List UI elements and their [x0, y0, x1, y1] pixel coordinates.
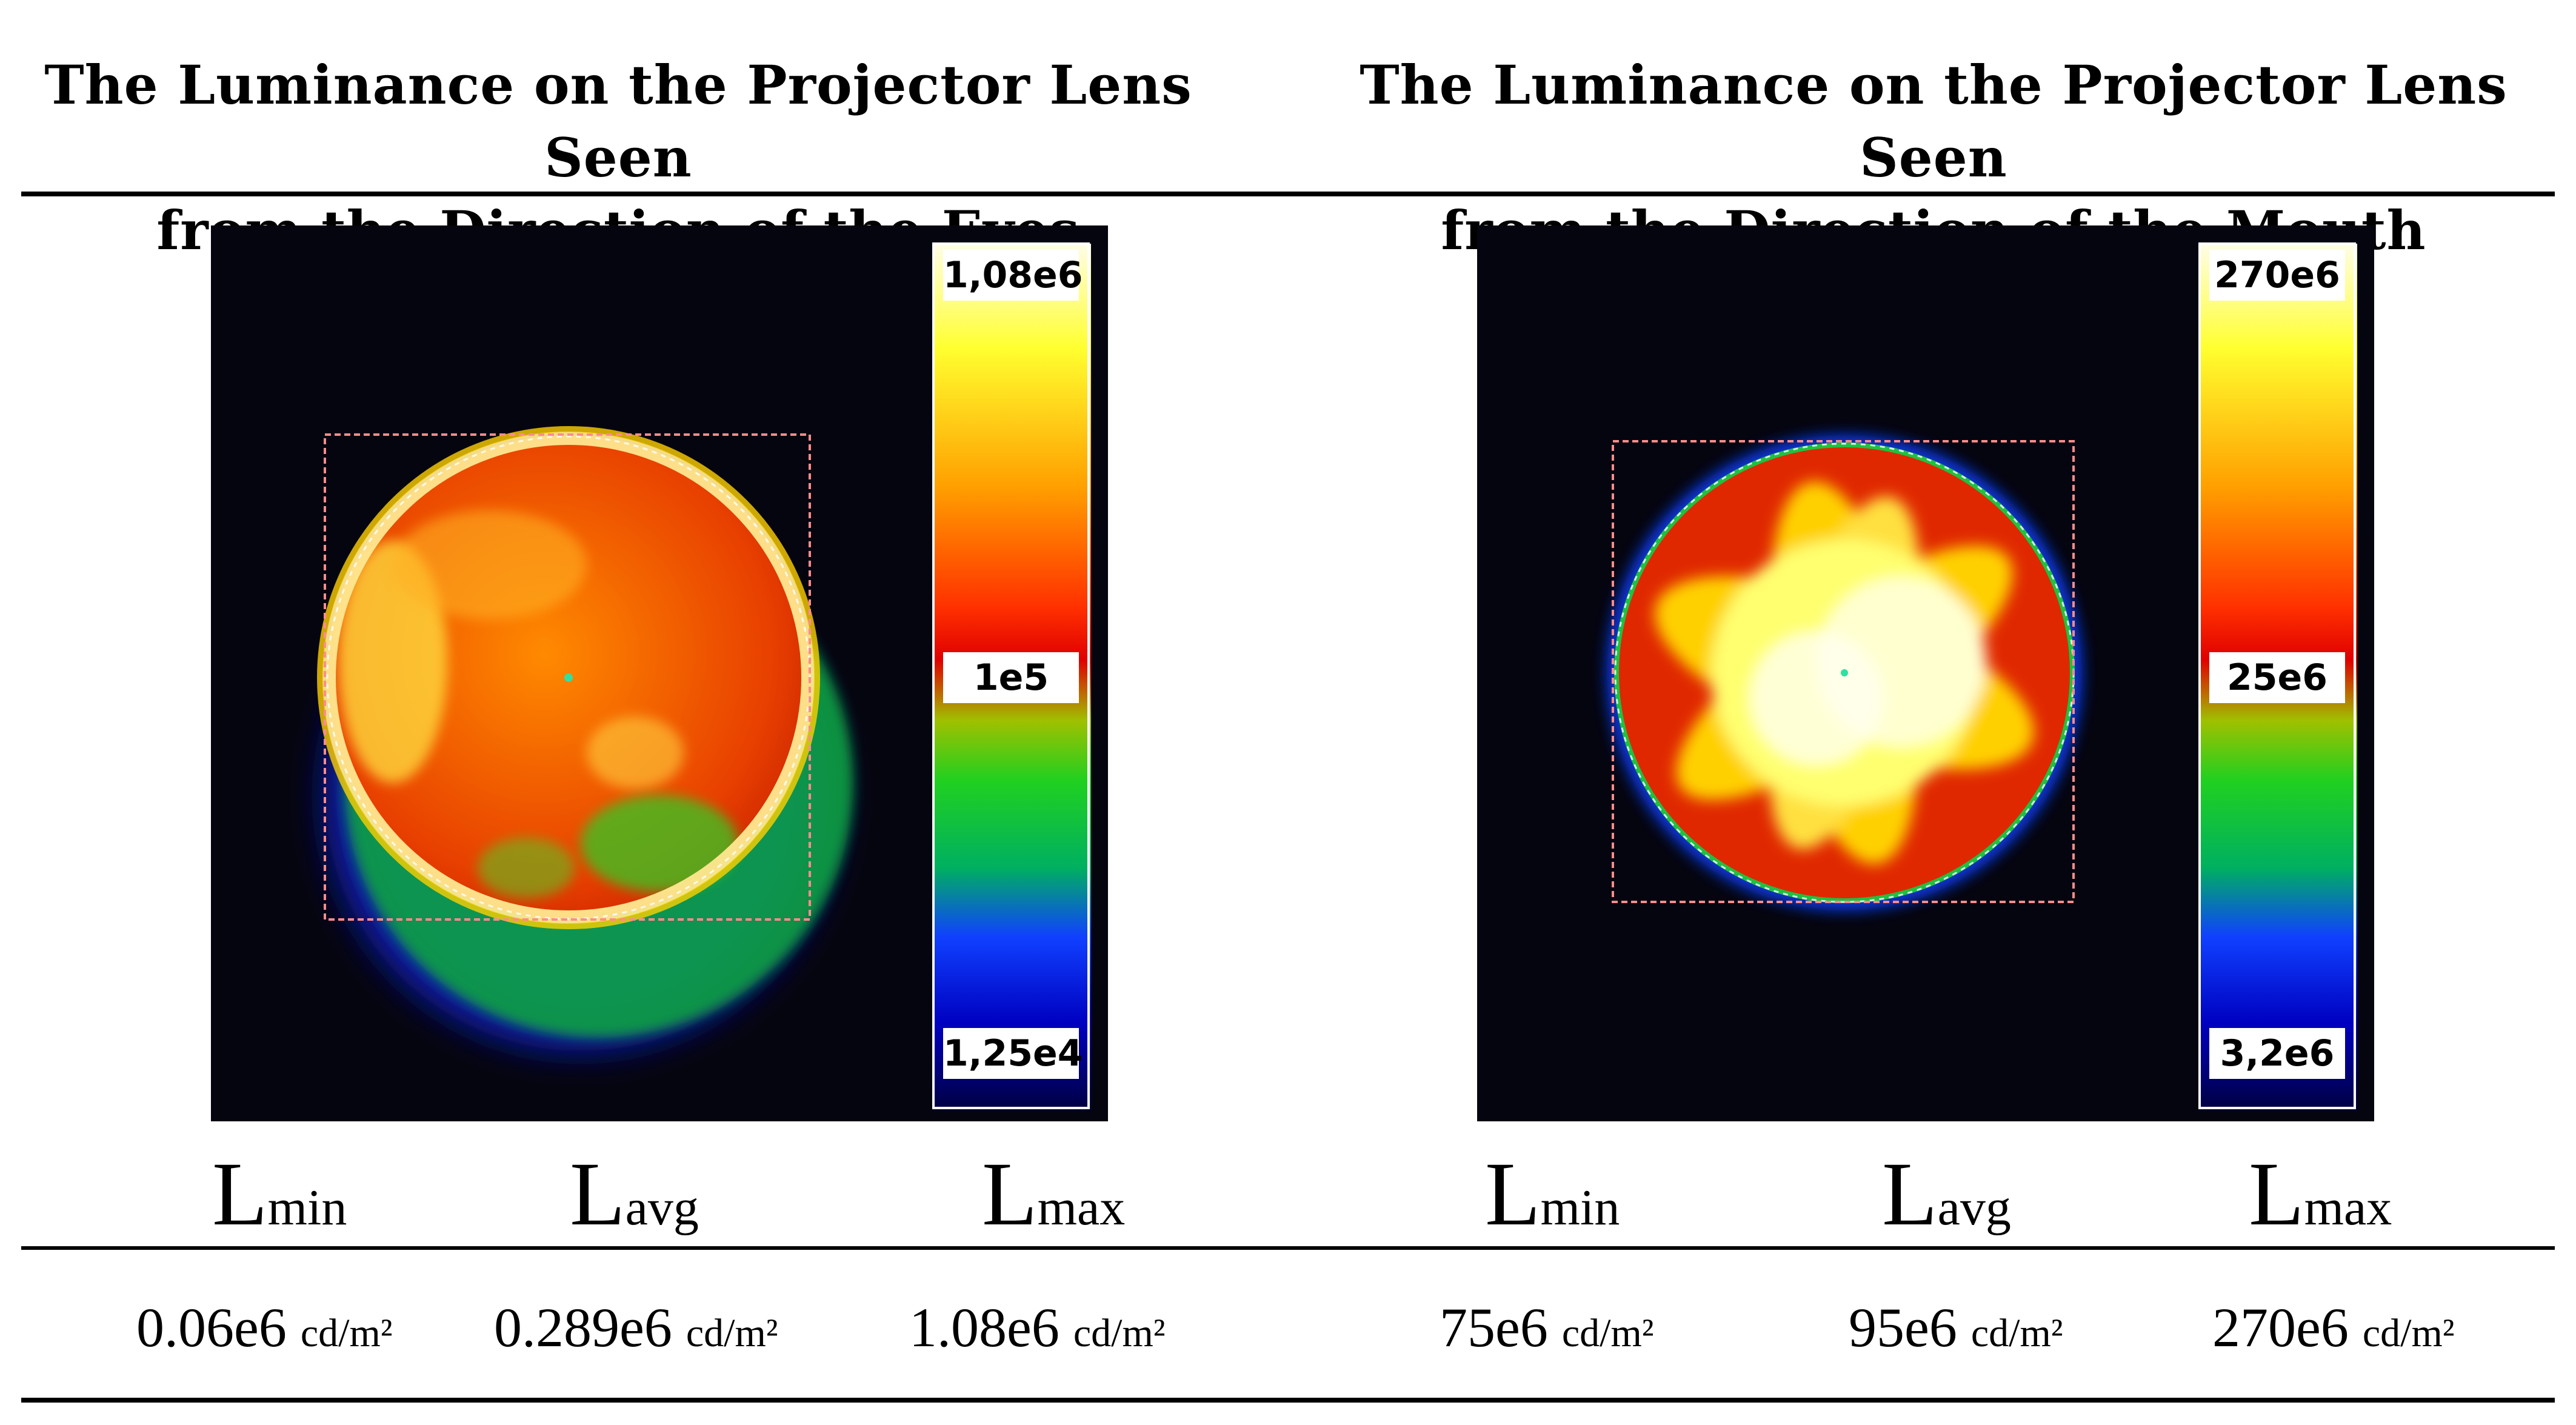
- left-lmin-value: 0.06e6 cd/m²: [136, 1297, 393, 1358]
- right-scale-max: 270e6: [2209, 250, 2345, 301]
- right-luminance-image: 270e6 25e6 3,2e6: [1477, 225, 2374, 1121]
- left-lmax-header: Lmax: [982, 1144, 1126, 1244]
- bottom-rule: [21, 1398, 2555, 1403]
- left-lavg-value: 0.289e6 cd/m²: [494, 1297, 778, 1358]
- left-color-scale: 1,08e6 1e5 1,25e4: [932, 242, 1090, 1109]
- right-lavg-header: Lavg: [1882, 1144, 2011, 1244]
- right-lmax-header: Lmax: [2249, 1144, 2392, 1244]
- left-lmin-header: Lmin: [212, 1144, 347, 1244]
- left-scale-max: 1,08e6: [943, 250, 1083, 301]
- right-color-scale: 270e6 25e6 3,2e6: [2198, 242, 2356, 1109]
- top-rule: [21, 192, 2555, 196]
- left-scale-min: 1,25e4: [943, 1028, 1083, 1079]
- right-title-line1: The Luminance on the Projector Lens Seen: [1360, 53, 2508, 189]
- left-luminance-image: 1,08e6 1e5 1,25e4: [211, 225, 1108, 1121]
- left-title-line1: The Luminance on the Projector Lens Seen: [44, 53, 1192, 189]
- right-scale-min: 3,2e6: [2209, 1028, 2345, 1079]
- middle-rule: [21, 1246, 2555, 1250]
- right-lavg-value: 95e6 cd/m²: [1849, 1297, 2063, 1358]
- left-scale-mid: 1e5: [943, 652, 1079, 703]
- right-lmin-header: Lmin: [1485, 1144, 1620, 1244]
- right-lmin-value: 75e6 cd/m²: [1440, 1297, 1654, 1358]
- right-scale-mid: 25e6: [2209, 652, 2345, 703]
- left-lavg-header: Lavg: [570, 1144, 699, 1244]
- left-lmax-value: 1.08e6 cd/m²: [909, 1297, 1166, 1358]
- right-lmax-value: 270e6 cd/m²: [2212, 1297, 2455, 1358]
